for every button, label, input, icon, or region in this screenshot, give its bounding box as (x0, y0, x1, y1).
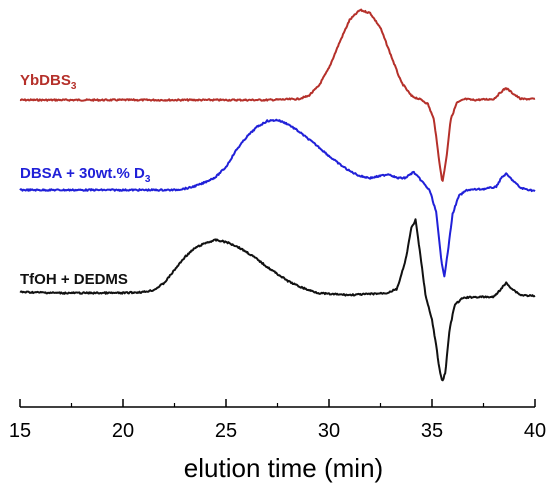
series-label-0: YbDBS3 (20, 72, 77, 92)
x-tick-label: 40 (524, 420, 546, 442)
series-line-2 (19, 218, 536, 382)
series-line-1 (19, 118, 536, 278)
series-label-1: DBSA + 30wt.% D3 (20, 165, 151, 185)
x-tick-label: 20 (112, 420, 134, 442)
series-label-2: TfOH + DEDMS (20, 271, 128, 288)
series-label-subscript: 3 (145, 174, 151, 185)
x-tick-label: 30 (318, 420, 340, 442)
series-line-0 (19, 8, 536, 182)
x-tick-label: 15 (9, 420, 31, 442)
x-tick-label: 25 (215, 420, 237, 442)
series-label-subscript: 3 (71, 81, 77, 92)
x-tick-label: 35 (421, 420, 443, 442)
x-axis-title: elution time (min) (184, 453, 383, 483)
series-label-text: TfOH + DEDMS (20, 271, 128, 288)
series-label-text: DBSA + 30wt.% D (20, 165, 145, 182)
series-label-text: YbDBS (20, 72, 71, 89)
